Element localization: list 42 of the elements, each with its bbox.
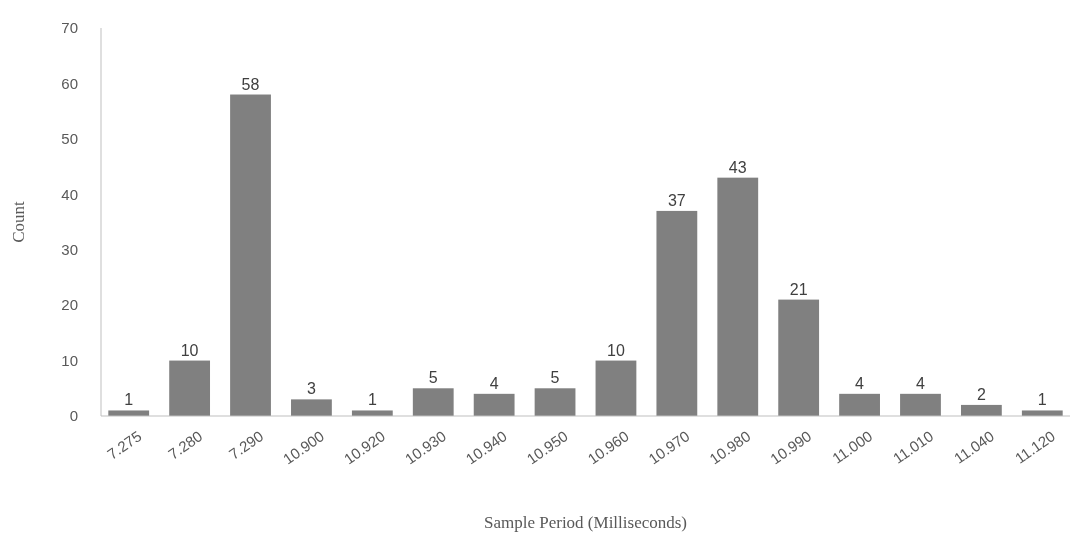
data-label: 2: [976, 385, 986, 403]
bar: [960, 404, 1002, 416]
data-label: 1: [1037, 391, 1047, 409]
data-label: 1: [367, 391, 377, 409]
data-label: 1: [124, 391, 134, 409]
bar: [839, 393, 880, 416]
x-axis-title: Sample Period (Milliseconds): [483, 513, 688, 532]
data-label: 5: [550, 369, 560, 387]
bar: [230, 94, 271, 416]
data-label: 10: [180, 341, 199, 359]
bar: [473, 393, 515, 416]
y-tick-label: 60: [61, 74, 78, 92]
y-tick-label: 30: [61, 240, 78, 258]
y-axis-title: Count: [9, 200, 28, 243]
bar: [351, 410, 393, 416]
data-label: 5: [428, 369, 438, 387]
data-label: 58: [241, 75, 260, 93]
data-label: 4: [489, 374, 499, 392]
data-label: 43: [728, 158, 747, 176]
bar: [717, 177, 759, 416]
y-tick-label: 40: [61, 185, 78, 203]
y-tick-label: 70: [61, 19, 78, 37]
bar: [1021, 410, 1063, 416]
bar: [778, 299, 820, 416]
y-tick-label: 0: [69, 407, 78, 425]
bar: [656, 210, 698, 416]
data-label: 4: [916, 374, 926, 392]
data-label: 10: [607, 341, 625, 359]
data-label: 4: [855, 374, 865, 392]
bar: [412, 388, 454, 416]
bar: [169, 360, 211, 416]
bar: [291, 399, 332, 416]
bar: [900, 393, 941, 416]
bar: [108, 410, 150, 416]
bar: [534, 388, 576, 416]
data-label: 21: [789, 280, 808, 298]
y-tick-label: 50: [61, 130, 78, 148]
data-label: 37: [667, 191, 686, 209]
y-tick-label: 10: [61, 351, 78, 369]
data-label: 3: [306, 380, 316, 398]
y-tick-label: 20: [61, 296, 78, 314]
bar: [595, 360, 637, 416]
